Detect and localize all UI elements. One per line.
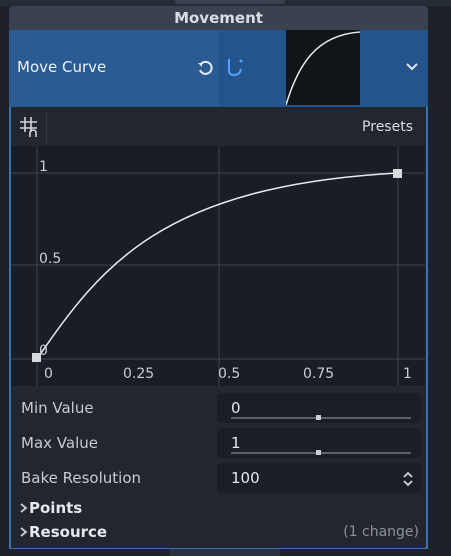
curve-graph[interactable]: 1 0.5 0 0 0.25 0.5 0.75 1 (11, 146, 425, 386)
y-tick-label: 1 (39, 159, 48, 175)
resource-section-title: Resource (29, 523, 108, 541)
bake-resolution-label: Bake Resolution (21, 469, 142, 487)
min-value-value: 0 (231, 399, 241, 417)
section-header-title: Movement (174, 9, 263, 27)
curve-line[interactable] (36, 172, 399, 360)
y-tick-label: 0 (39, 343, 48, 359)
top-tab-edge (175, 0, 285, 4)
points-section[interactable]: Points (11, 497, 425, 521)
chevron-right-icon (20, 527, 28, 537)
bottom-edge (170, 549, 280, 556)
min-value-row: Min Value 0 (11, 392, 425, 425)
slider-grabber[interactable] (316, 415, 321, 420)
chevron-down-icon[interactable] (404, 58, 420, 74)
spin-arrows-icon[interactable] (401, 470, 415, 488)
chevron-right-icon (20, 503, 28, 513)
curve-editor-toolbar: Presets (11, 109, 425, 146)
curve-resource-field[interactable] (218, 30, 428, 107)
reset-icon[interactable] (195, 58, 215, 78)
presets-button[interactable]: Presets (362, 119, 413, 135)
graph-grid (11, 146, 425, 386)
x-tick-label: 0.5 (218, 366, 240, 382)
min-value-label: Min Value (21, 399, 94, 417)
max-value-label: Max Value (21, 434, 98, 452)
max-value-slider[interactable]: 1 (217, 428, 421, 458)
curve-point-handle[interactable] (393, 169, 402, 178)
bake-resolution-value: 100 (231, 469, 260, 487)
max-value-row: Max Value 1 (11, 427, 425, 460)
min-value-slider[interactable]: 0 (217, 393, 421, 423)
bake-resolution-spinbox[interactable]: 100 (217, 463, 421, 493)
x-tick-label: 0.75 (303, 366, 334, 382)
x-tick-label: 0 (44, 366, 53, 382)
slider-grabber[interactable] (316, 450, 321, 455)
curve-type-icon (228, 59, 243, 77)
max-value-value: 1 (231, 434, 241, 452)
curve-point-handle[interactable] (32, 353, 41, 362)
bake-resolution-row: Bake Resolution 100 (11, 462, 425, 495)
x-tick-label: 1 (403, 366, 412, 382)
slider-track (231, 452, 411, 454)
curve-preview (286, 30, 360, 105)
toolbar-separator (46, 113, 47, 143)
property-label: Move Curve (17, 58, 107, 76)
slider-track (231, 417, 411, 419)
x-tick-label: 0.25 (123, 366, 154, 382)
resource-change-note: (1 change) (343, 524, 419, 540)
resource-section[interactable]: Resource (1 change) (11, 521, 425, 545)
points-section-title: Points (29, 499, 83, 517)
snap-grid-icon[interactable] (17, 114, 43, 140)
move-curve-property: Move Curve (9, 30, 428, 107)
section-header[interactable]: Movement (9, 6, 428, 30)
y-tick-label: 0.5 (39, 251, 61, 267)
